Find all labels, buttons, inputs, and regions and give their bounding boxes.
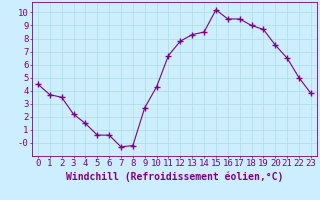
X-axis label: Windchill (Refroidissement éolien,°C): Windchill (Refroidissement éolien,°C) <box>66 171 283 182</box>
